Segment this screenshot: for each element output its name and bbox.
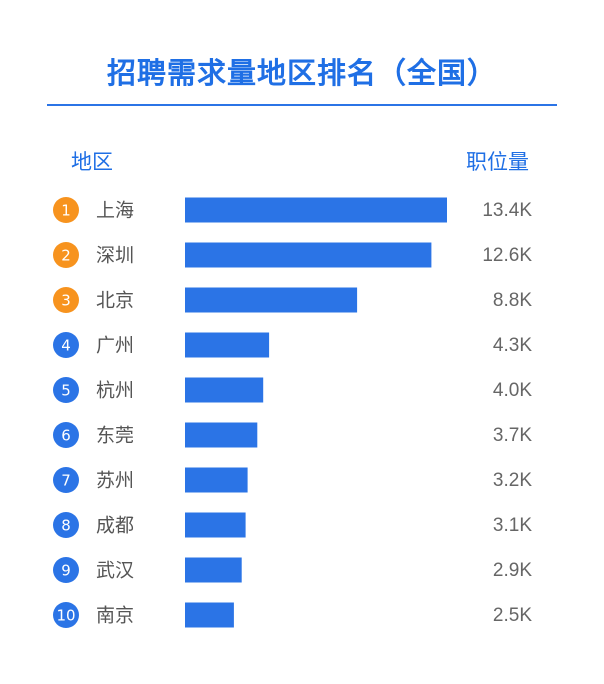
value-label: 2.5K bbox=[493, 605, 532, 626]
title-divider bbox=[47, 104, 557, 106]
value-label: 3.7K bbox=[493, 425, 532, 446]
value-bar bbox=[185, 512, 246, 538]
region-label: 深圳 bbox=[96, 245, 134, 267]
ranking-row: 10 南京 2.5K bbox=[53, 602, 532, 628]
region-label: 武汉 bbox=[96, 560, 134, 582]
region-label: 成都 bbox=[96, 515, 134, 537]
ranking-row: 5 杭州 4.0K bbox=[53, 377, 532, 403]
value-bar bbox=[185, 602, 234, 628]
value-bar bbox=[185, 287, 358, 313]
rank-badge bbox=[53, 557, 79, 583]
ranking-row: 8 成都 3.1K bbox=[53, 512, 532, 538]
region-label: 北京 bbox=[96, 290, 134, 312]
rank-badge bbox=[53, 332, 79, 358]
value-bar bbox=[185, 197, 447, 223]
value-bar bbox=[185, 332, 270, 358]
rank-number: 1 bbox=[61, 202, 71, 220]
count-column-header: 职位量 bbox=[466, 150, 529, 174]
value-bar bbox=[185, 467, 248, 493]
rank-badge bbox=[53, 287, 79, 313]
region-label: 苏州 bbox=[96, 470, 134, 492]
value-bar bbox=[185, 242, 432, 268]
region-label: 广州 bbox=[96, 335, 134, 357]
ranking-row: 7 苏州 3.2K bbox=[53, 467, 532, 493]
value-label: 4.3K bbox=[493, 335, 532, 356]
rank-number: 6 bbox=[61, 427, 71, 445]
ranking-row: 9 武汉 2.9K bbox=[53, 557, 532, 583]
rank-number: 10 bbox=[56, 607, 75, 625]
rank-number: 7 bbox=[61, 472, 71, 490]
value-bar bbox=[185, 422, 258, 448]
rank-number: 8 bbox=[61, 517, 71, 535]
rank-badge bbox=[53, 242, 79, 268]
ranking-row: 6 东莞 3.7K bbox=[53, 422, 532, 448]
region-label: 上海 bbox=[96, 200, 134, 222]
ranking-row: 3 北京 8.8K bbox=[53, 287, 532, 313]
region-column-header: 地区 bbox=[71, 150, 113, 174]
ranking-row: 2 深圳 12.6K bbox=[53, 242, 532, 268]
rank-badge bbox=[53, 377, 79, 403]
rank-badge bbox=[53, 197, 79, 223]
value-label: 13.4K bbox=[482, 200, 532, 221]
region-label: 南京 bbox=[96, 605, 134, 627]
rank-number: 3 bbox=[61, 292, 71, 310]
rank-number: 5 bbox=[61, 382, 71, 400]
value-label: 8.8K bbox=[493, 290, 532, 311]
rank-badge bbox=[53, 512, 79, 538]
region-label: 东莞 bbox=[96, 425, 134, 447]
rank-number: 2 bbox=[61, 247, 71, 265]
rank-number: 4 bbox=[61, 337, 71, 355]
region-label: 杭州 bbox=[96, 380, 134, 402]
value-label: 12.6K bbox=[482, 245, 532, 266]
rank-badge bbox=[53, 422, 79, 448]
ranking-row: 1 上海 13.4K bbox=[53, 197, 532, 223]
ranking-row: 4 广州 4.3K bbox=[53, 332, 532, 358]
rank-number: 9 bbox=[61, 562, 71, 580]
value-label: 2.9K bbox=[493, 560, 532, 581]
value-label: 3.2K bbox=[493, 470, 532, 491]
rank-badge bbox=[53, 467, 79, 493]
value-bar bbox=[185, 377, 264, 403]
value-label: 3.1K bbox=[493, 515, 532, 536]
chart-title: 招聘需求量地区排名（全国） bbox=[106, 56, 497, 90]
value-label: 4.0K bbox=[493, 380, 532, 401]
value-bar bbox=[185, 557, 242, 583]
rank-badge bbox=[53, 602, 79, 628]
